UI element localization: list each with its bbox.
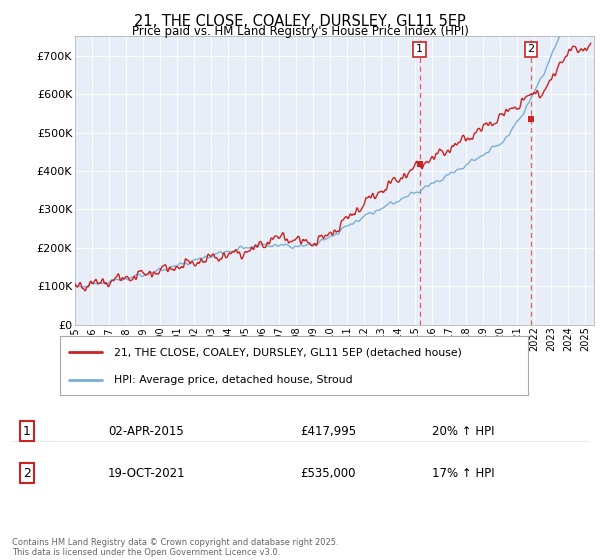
Text: 1: 1	[23, 424, 31, 438]
Text: 2: 2	[527, 44, 535, 54]
Text: 21, THE CLOSE, COALEY, DURSLEY, GL11 5EP (detached house): 21, THE CLOSE, COALEY, DURSLEY, GL11 5EP…	[114, 347, 461, 357]
Text: 2: 2	[23, 466, 31, 480]
Text: HPI: Average price, detached house, Stroud: HPI: Average price, detached house, Stro…	[114, 375, 352, 385]
Text: 17% ↑ HPI: 17% ↑ HPI	[432, 466, 494, 480]
Text: 20% ↑ HPI: 20% ↑ HPI	[432, 424, 494, 438]
Text: £535,000: £535,000	[300, 466, 355, 480]
Text: 19-OCT-2021: 19-OCT-2021	[108, 466, 185, 480]
Text: Price paid vs. HM Land Registry's House Price Index (HPI): Price paid vs. HM Land Registry's House …	[131, 25, 469, 38]
Text: 21, THE CLOSE, COALEY, DURSLEY, GL11 5EP: 21, THE CLOSE, COALEY, DURSLEY, GL11 5EP	[134, 14, 466, 29]
Text: 1: 1	[416, 44, 423, 54]
Text: Contains HM Land Registry data © Crown copyright and database right 2025.
This d: Contains HM Land Registry data © Crown c…	[12, 538, 338, 557]
Text: £417,995: £417,995	[300, 424, 356, 438]
Text: 02-APR-2015: 02-APR-2015	[108, 424, 184, 438]
